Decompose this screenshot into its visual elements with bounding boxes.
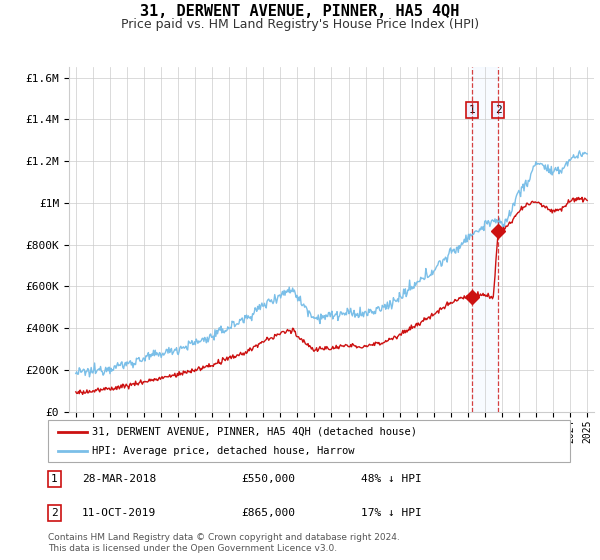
Text: 11-OCT-2019: 11-OCT-2019 bbox=[82, 508, 156, 518]
Text: 48% ↓ HPI: 48% ↓ HPI bbox=[361, 474, 422, 484]
Text: 28-MAR-2018: 28-MAR-2018 bbox=[82, 474, 156, 484]
Text: 2: 2 bbox=[51, 508, 58, 518]
Text: £865,000: £865,000 bbox=[241, 508, 295, 518]
Text: £550,000: £550,000 bbox=[241, 474, 295, 484]
Text: 2: 2 bbox=[495, 105, 502, 115]
Text: 1: 1 bbox=[469, 105, 475, 115]
Text: 31, DERWENT AVENUE, PINNER, HA5 4QH (detached house): 31, DERWENT AVENUE, PINNER, HA5 4QH (det… bbox=[92, 427, 418, 437]
Text: HPI: Average price, detached house, Harrow: HPI: Average price, detached house, Harr… bbox=[92, 446, 355, 456]
Text: Contains HM Land Registry data © Crown copyright and database right 2024.
This d: Contains HM Land Registry data © Crown c… bbox=[48, 533, 400, 553]
Text: 31, DERWENT AVENUE, PINNER, HA5 4QH: 31, DERWENT AVENUE, PINNER, HA5 4QH bbox=[140, 4, 460, 19]
Bar bbox=[472, 67, 498, 412]
Text: Price paid vs. HM Land Registry's House Price Index (HPI): Price paid vs. HM Land Registry's House … bbox=[121, 18, 479, 31]
Text: 17% ↓ HPI: 17% ↓ HPI bbox=[361, 508, 422, 518]
Text: 1: 1 bbox=[51, 474, 58, 484]
FancyBboxPatch shape bbox=[48, 420, 570, 462]
